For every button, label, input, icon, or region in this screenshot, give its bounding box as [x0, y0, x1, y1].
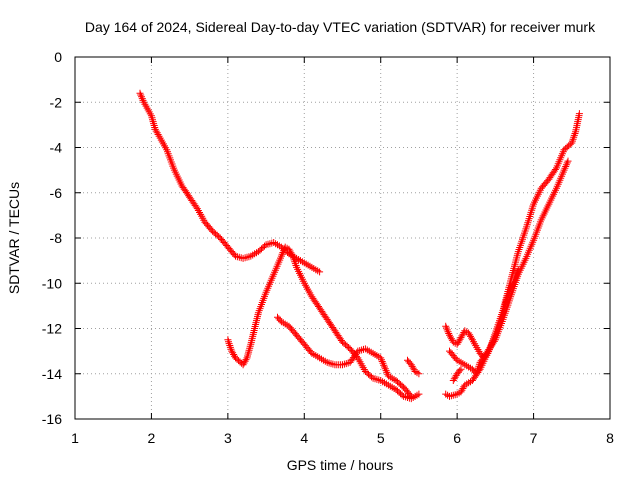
data-point — [443, 326, 451, 334]
data-point — [242, 356, 250, 364]
series-segment-4 — [442, 110, 583, 362]
data-point — [383, 368, 391, 376]
data-point — [136, 89, 144, 97]
data-point — [514, 266, 522, 274]
data-point — [560, 166, 568, 174]
x-tick-label: 6 — [453, 430, 461, 446]
y-tick-label: -16 — [42, 411, 62, 427]
data-point — [456, 367, 464, 375]
x-tick-labels: 1 2 3 4 5 6 7 8 — [71, 430, 614, 446]
x-axis-label: GPS time / hours — [287, 457, 394, 473]
x-tick-label: 3 — [224, 430, 232, 446]
y-tick-label: -10 — [42, 275, 62, 291]
data-point — [138, 93, 145, 101]
data-point — [468, 334, 475, 342]
tick-marks — [74, 56, 611, 420]
data-point — [291, 258, 299, 266]
y-tick-label: -8 — [50, 230, 63, 246]
x-tick-label: 5 — [377, 430, 385, 446]
data-point — [444, 328, 452, 336]
data-point — [407, 392, 415, 400]
data-point — [460, 383, 468, 391]
data-point — [571, 130, 579, 137]
data-point — [442, 322, 450, 330]
y-tick-label: -6 — [50, 185, 63, 201]
data-point — [380, 361, 388, 369]
data-point — [278, 250, 286, 258]
series-segment-3 — [404, 356, 423, 378]
data-point — [563, 159, 571, 167]
data-point — [415, 370, 423, 378]
data-point — [562, 161, 570, 169]
y-tick-labels: 0 -2 -4 -6 -8 -10 -12 -14 -16 — [42, 49, 62, 427]
series-segment-1 — [224, 243, 423, 403]
data-point — [377, 354, 385, 362]
series-segment-2 — [274, 313, 415, 400]
data-point — [279, 249, 287, 256]
chart-title: Day 164 of 2024, Sidereal Day-to-day VTE… — [85, 19, 596, 35]
series-0 — [136, 89, 583, 403]
data-point — [154, 131, 162, 138]
data-point — [505, 288, 513, 295]
x-tick-label: 7 — [530, 430, 538, 446]
data-point — [551, 166, 559, 173]
series-segment-7 — [449, 365, 465, 384]
data-point — [561, 164, 569, 172]
series-segment-0 — [136, 89, 324, 276]
data-point — [378, 358, 386, 365]
series-segment-6 — [442, 266, 522, 400]
data-point — [381, 365, 389, 373]
data-point — [382, 367, 390, 375]
data-point — [226, 343, 234, 351]
data-point — [575, 110, 583, 118]
data-point — [415, 390, 423, 398]
x-tick-label: 4 — [300, 430, 308, 446]
data-point — [510, 279, 517, 287]
x-tick-label: 1 — [71, 430, 79, 446]
data-point — [562, 163, 570, 170]
data-point — [381, 363, 388, 371]
data-point — [137, 91, 145, 99]
x-tick-label: 8 — [606, 430, 614, 446]
data-point — [475, 367, 483, 375]
y-tick-label: -12 — [42, 321, 62, 337]
x-tick-label: 2 — [148, 430, 156, 446]
data-point — [288, 250, 296, 258]
data-point — [316, 268, 324, 276]
y-tick-label: -4 — [50, 140, 63, 156]
y-axis-label: SDTVAR / TECUs — [6, 182, 22, 294]
y-tick-label: -14 — [42, 366, 62, 382]
series-layer — [136, 89, 583, 403]
data-point — [277, 252, 285, 260]
data-point — [457, 365, 465, 373]
y-tick-label: -2 — [50, 94, 63, 110]
data-point — [445, 330, 453, 337]
data-point — [564, 157, 572, 165]
data-point — [406, 391, 414, 399]
data-point — [513, 269, 521, 277]
data-point — [378, 356, 385, 364]
y-tick-label: 0 — [54, 49, 62, 65]
data-point — [138, 95, 146, 103]
